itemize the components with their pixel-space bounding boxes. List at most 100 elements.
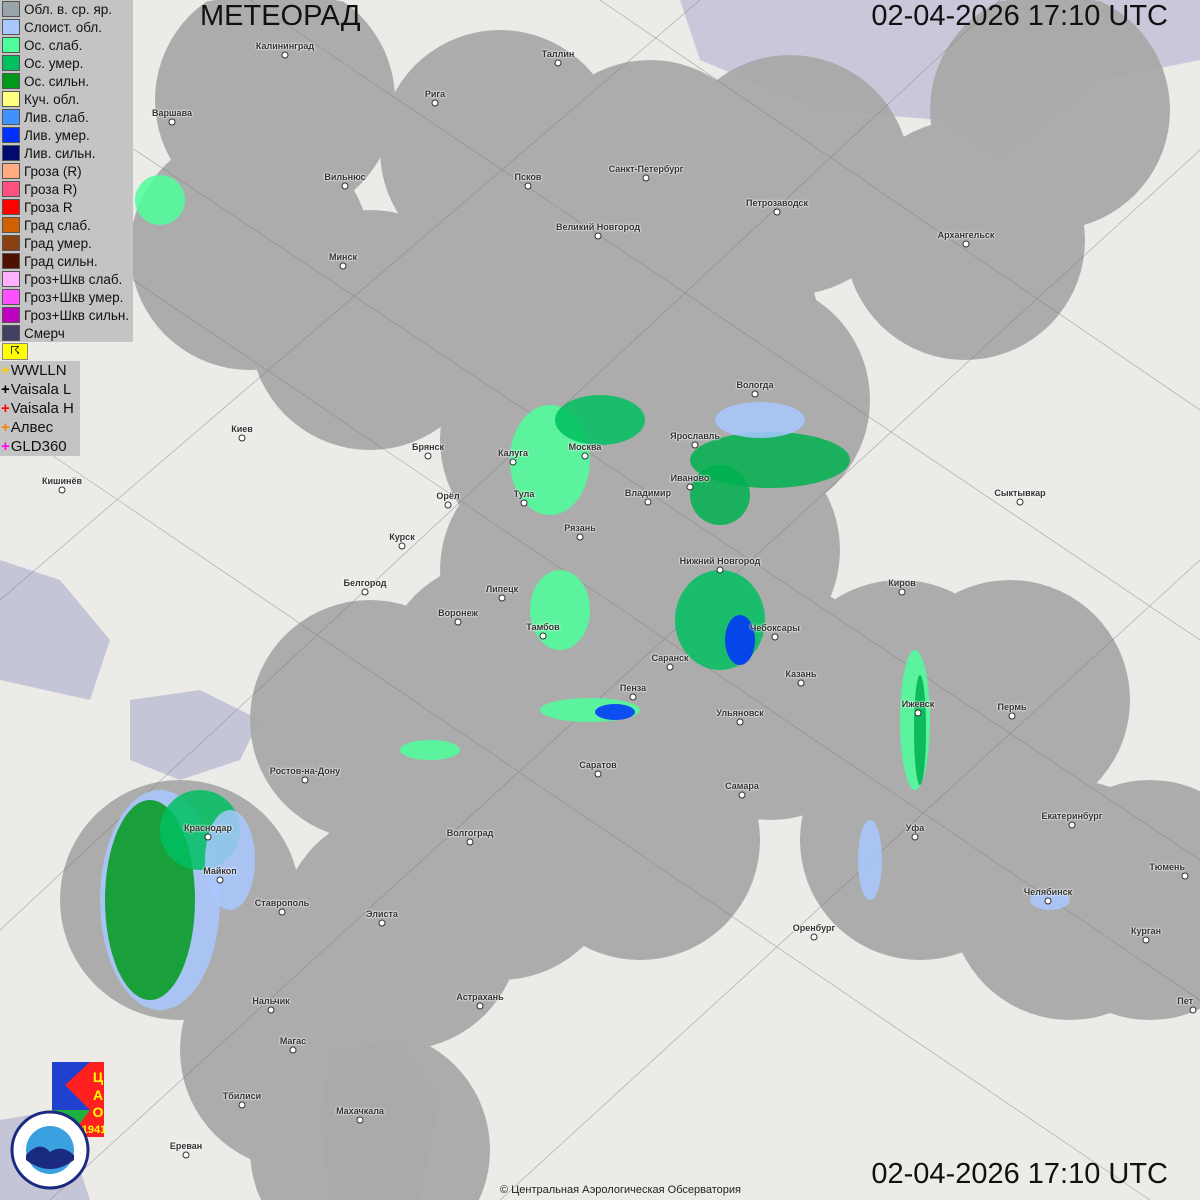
precip-echo: [715, 402, 805, 438]
legend-swatch: [2, 127, 20, 143]
legend-label: Гроз+Шкв слаб.: [24, 271, 123, 287]
city-marker: [581, 452, 589, 460]
cross-icon: +: [1, 381, 10, 398]
legend-label: Гроз+Шкв сильн.: [24, 307, 130, 323]
legend-item: Гроза R): [0, 180, 133, 198]
city-marker: [216, 876, 224, 884]
city-label: Калуга: [498, 448, 528, 458]
precip-echo: [914, 675, 926, 785]
city-label: Киров: [888, 578, 916, 588]
city-label: Сыктывкар: [994, 488, 1046, 498]
legend-swatch: [2, 1, 20, 17]
city-marker: [1044, 897, 1052, 905]
city-label: Тула: [513, 489, 535, 499]
roshydromet-logo: [10, 1110, 90, 1190]
city-marker: [911, 833, 919, 841]
legend-item: Обл. в. ср. яр.: [0, 0, 133, 18]
radar-circle: [930, 0, 1170, 230]
legend-swatch: [2, 181, 20, 197]
lightning-source: +Алвес: [0, 418, 80, 437]
city-label: Волгоград: [446, 828, 494, 838]
city-marker: [168, 118, 176, 126]
city-marker: [751, 390, 759, 398]
city-label: Санкт-Петербург: [608, 164, 684, 174]
city-marker: [738, 791, 746, 799]
city-label: Ставрополь: [254, 898, 310, 908]
cross-icon: +: [1, 362, 10, 379]
city-label: Курск: [389, 532, 415, 542]
legend-label: Слоист. обл.: [24, 19, 103, 35]
city-marker: [691, 441, 699, 449]
cross-icon: +: [1, 438, 10, 455]
city-marker: [238, 1101, 246, 1109]
city-label: Нижний Новгород: [679, 556, 761, 566]
city-marker: [1142, 936, 1150, 944]
legend-item: Град умер.: [0, 234, 133, 252]
svg-text:1941: 1941: [82, 1124, 106, 1136]
city-label: Пет: [1177, 996, 1193, 1006]
legend-label: Лив. умер.: [24, 127, 90, 143]
city-label: Рязань: [564, 523, 596, 533]
city-marker: [1016, 498, 1024, 506]
city-marker: [898, 588, 906, 596]
city-marker: [1068, 821, 1076, 829]
city-label: Чебоксары: [750, 623, 800, 633]
legend-item: Лив. умер.: [0, 126, 133, 144]
city-label: Самара: [725, 781, 759, 791]
city-label: Брянск: [411, 442, 445, 452]
legend-item: Гроз+Шкв сильн.: [0, 306, 133, 324]
city-label: Киев: [231, 424, 253, 434]
svg-text:А: А: [93, 1087, 103, 1103]
city-marker: [339, 262, 347, 270]
legend-item: Ос. слаб.: [0, 36, 133, 54]
city-label: Великий Новгород: [555, 222, 641, 232]
city-label: Петрозаводск: [746, 198, 808, 208]
legend-swatch: [2, 307, 20, 323]
city-marker: [476, 1002, 484, 1010]
city-label: Ереван: [169, 1141, 203, 1151]
legend-item: Гроза R: [0, 198, 133, 216]
legend-label: Град слаб.: [24, 217, 91, 233]
city-marker: [524, 182, 532, 190]
page-title: МЕТЕОРАД: [200, 0, 361, 32]
precip-echo: [555, 395, 645, 445]
legend-label: Ос. слаб.: [24, 37, 83, 53]
precip-echo: [400, 740, 460, 760]
city-label: Липецк: [485, 584, 519, 594]
city-label: Таллин: [541, 49, 575, 59]
legend-label: Лив. сильн.: [24, 145, 96, 161]
timestamp-top: 02-04-2026 17:10 UTC: [871, 0, 1168, 32]
legend-swatch: [2, 55, 20, 71]
city-label: Махачкала: [336, 1106, 384, 1116]
legend-label: Гроз+Шкв умер.: [24, 289, 124, 305]
legend-item: Гроз+Шкв слаб.: [0, 270, 133, 288]
city-marker: [554, 59, 562, 67]
lightning-toggle-button[interactable]: ☈: [2, 343, 28, 360]
legend-item: Смерч: [0, 324, 133, 342]
city-label: Нальчик: [252, 996, 290, 1006]
city-label: Ульяновск: [716, 708, 764, 718]
legend-label: Обл. в. ср. яр.: [24, 1, 113, 17]
logos: Ц А О 1941: [10, 1062, 106, 1190]
legend-swatch: [2, 217, 20, 233]
legend-item: Лив. сильн.: [0, 144, 133, 162]
radar-coverage: [60, 0, 1200, 1200]
city-label: Псков: [514, 172, 542, 182]
city-marker: [736, 718, 744, 726]
city-marker: [810, 933, 818, 941]
legend-swatch: [2, 145, 20, 161]
svg-text:О: О: [93, 1104, 104, 1120]
precip-echo: [725, 615, 755, 665]
lightning-label: GLD360: [10, 438, 67, 455]
legend-swatch: [2, 325, 20, 341]
legend-label: Гроза R): [24, 181, 78, 197]
legend-item: Куч. обл.: [0, 90, 133, 108]
legend-swatch: [2, 271, 20, 287]
legend-item: Ос. умер.: [0, 54, 133, 72]
city-marker: [424, 452, 432, 460]
city-label: Ростов-на-Дону: [269, 766, 341, 776]
legend-item: Гроз+Шкв умер.: [0, 288, 133, 306]
legend-item: Лив. слаб.: [0, 108, 133, 126]
